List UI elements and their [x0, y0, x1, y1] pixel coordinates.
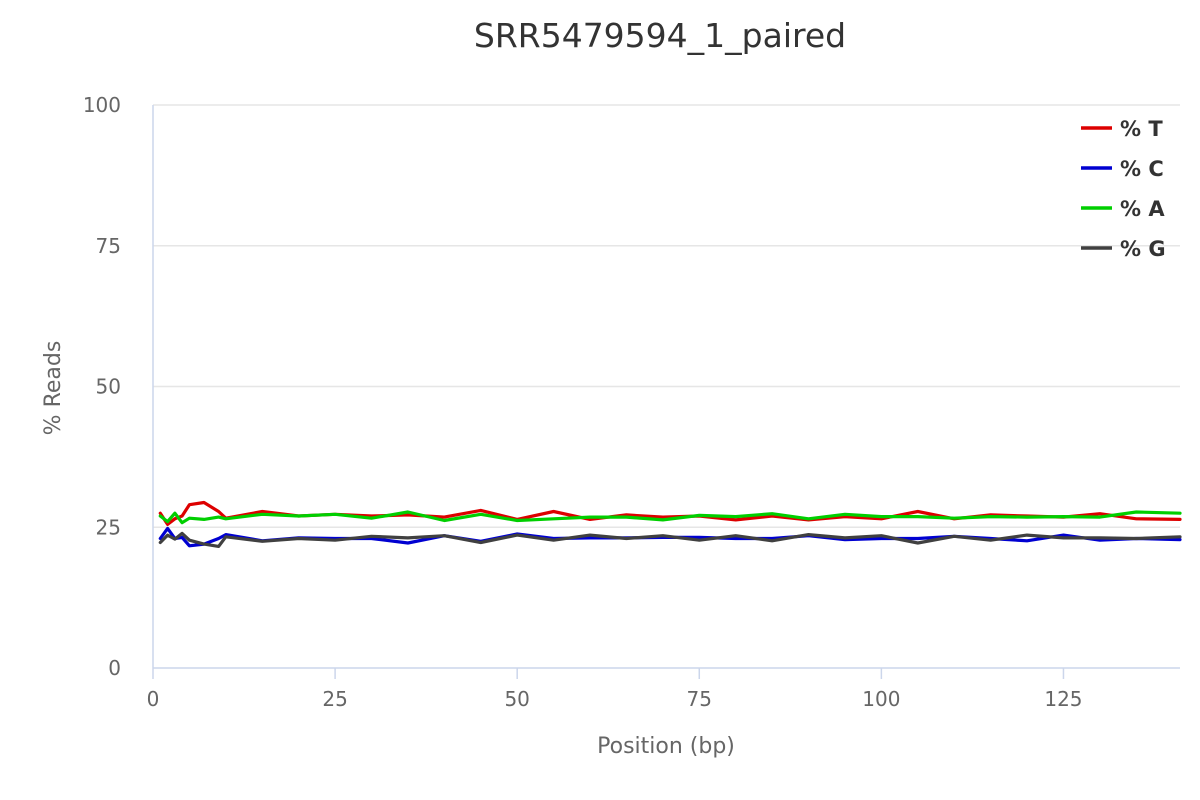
axes: 0 25 50 75 100 0 25 50 75 100 125: [83, 93, 1180, 711]
x-axis-title: Position (bp): [597, 734, 735, 759]
legend-label: % C: [1120, 157, 1164, 181]
y-tick-label: 50: [96, 375, 121, 399]
y-tick-label: 100: [83, 93, 121, 117]
legend-item-t[interactable]: % T: [1081, 117, 1163, 141]
x-tick-label: 75: [687, 687, 712, 711]
series-line-a[interactable]: [158, 510, 1182, 525]
x-tick-label: 50: [504, 687, 529, 711]
x-tick-label: 25: [322, 687, 347, 711]
series-layer: [158, 500, 1182, 549]
y-tick-label: 25: [96, 515, 121, 539]
chart-title: SRR5479594_1_paired: [474, 16, 846, 55]
x-tick-label: 125: [1044, 687, 1082, 711]
legend-label: % A: [1120, 197, 1165, 221]
y-tick-label: 0: [108, 656, 121, 680]
legend-item-g[interactable]: % G: [1081, 237, 1166, 261]
legend-item-a[interactable]: % A: [1081, 197, 1165, 221]
y-tick-label: 75: [96, 234, 121, 258]
x-tick-label: 0: [147, 687, 160, 711]
legend[interactable]: % T % C % A % G: [1081, 117, 1166, 261]
legend-label: % T: [1120, 117, 1163, 141]
y-axis-title: % Reads: [41, 341, 66, 436]
x-tick-label: 100: [862, 687, 900, 711]
legend-item-c[interactable]: % C: [1081, 157, 1164, 181]
series-line-g[interactable]: [158, 531, 1182, 549]
legend-label: % G: [1120, 237, 1166, 261]
series-line-t[interactable]: [158, 500, 1182, 527]
gridlines: [153, 104, 1180, 528]
